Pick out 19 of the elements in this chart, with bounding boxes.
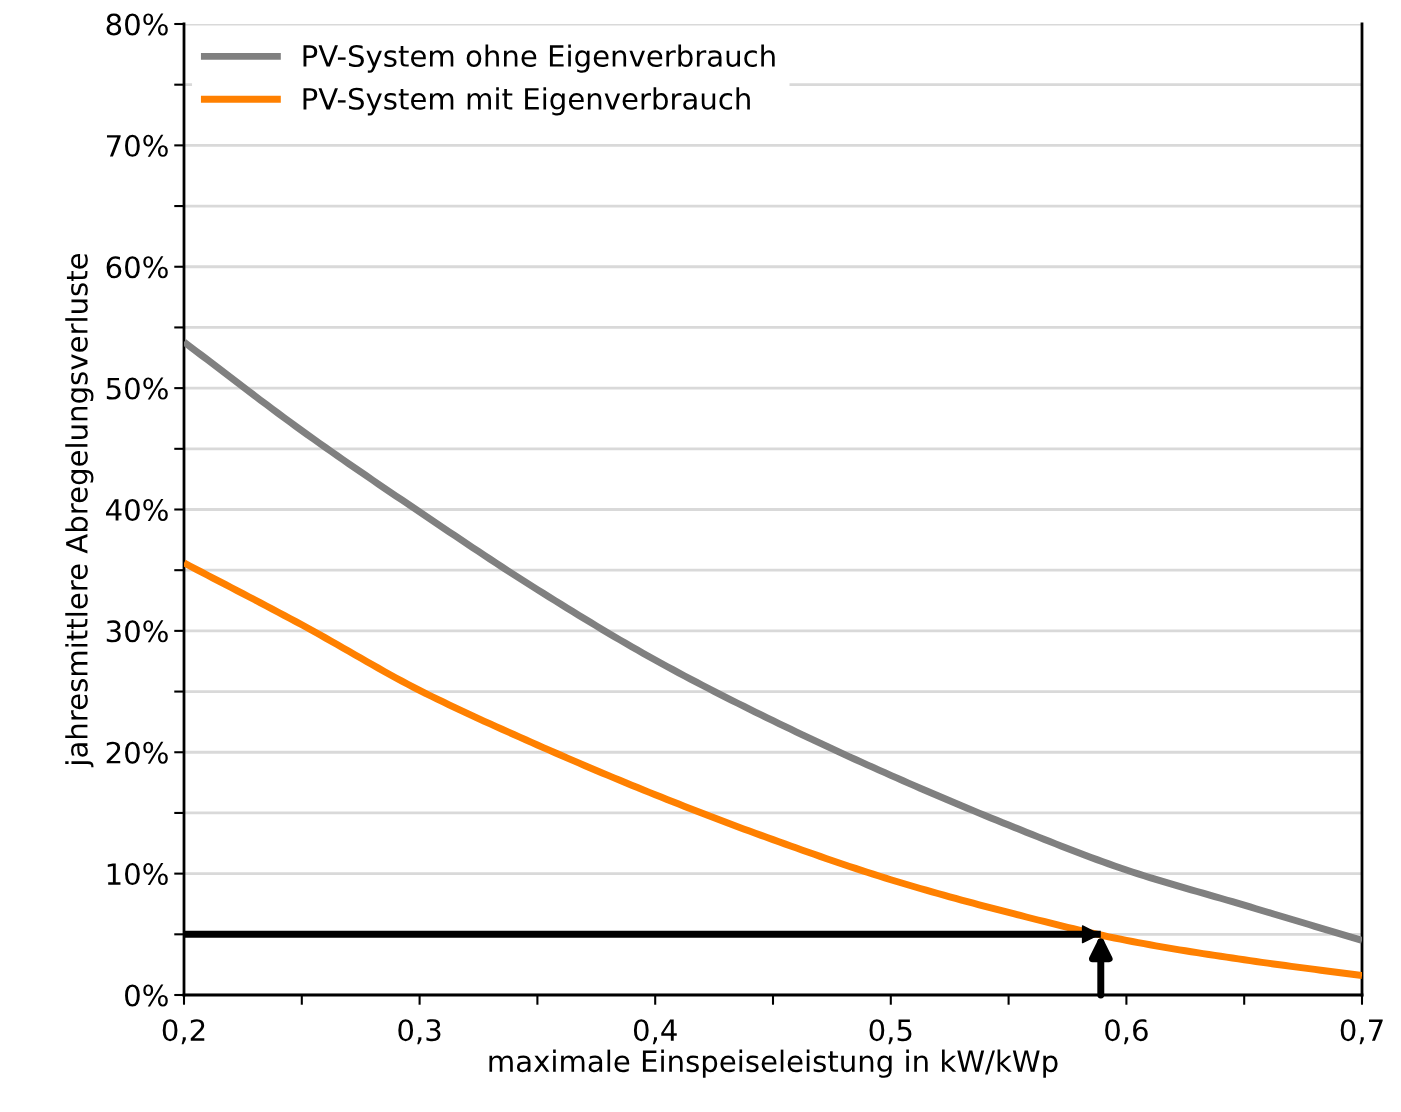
y-tick-label: 0% <box>125 984 168 1007</box>
y-tick-label: 20% <box>106 741 168 764</box>
y-tick-label: 10% <box>107 863 168 886</box>
x-tick-label: 0,3 <box>398 1019 441 1045</box>
y-tick-label: 60% <box>106 256 168 279</box>
y-tick-label: 30% <box>106 620 168 643</box>
x-tick-label: 0,4 <box>633 1019 677 1045</box>
y-tick-label: 50% <box>106 377 168 400</box>
x-tick-label: 0,5 <box>869 1019 912 1045</box>
y-axis-title: jahresmittlere Abregelungsverluste <box>65 253 94 768</box>
y-tick-label: 80% <box>106 13 168 36</box>
x-tick-label: 0,6 <box>1105 1019 1148 1045</box>
legend-label: PV-System mit Eigenverbrauch <box>303 87 750 116</box>
x-axis-title: maximale Einspeiseleistung in kW/kWp <box>489 1049 1058 1078</box>
x-tick-label: 0,7 <box>1340 1019 1383 1045</box>
x-tick-label: 0,2 <box>162 1019 205 1045</box>
y-tick-label: 40% <box>106 498 168 521</box>
legend-label: PV-System ohne Eigenverbrauch <box>303 44 775 73</box>
y-tick-label: 70% <box>106 134 168 157</box>
